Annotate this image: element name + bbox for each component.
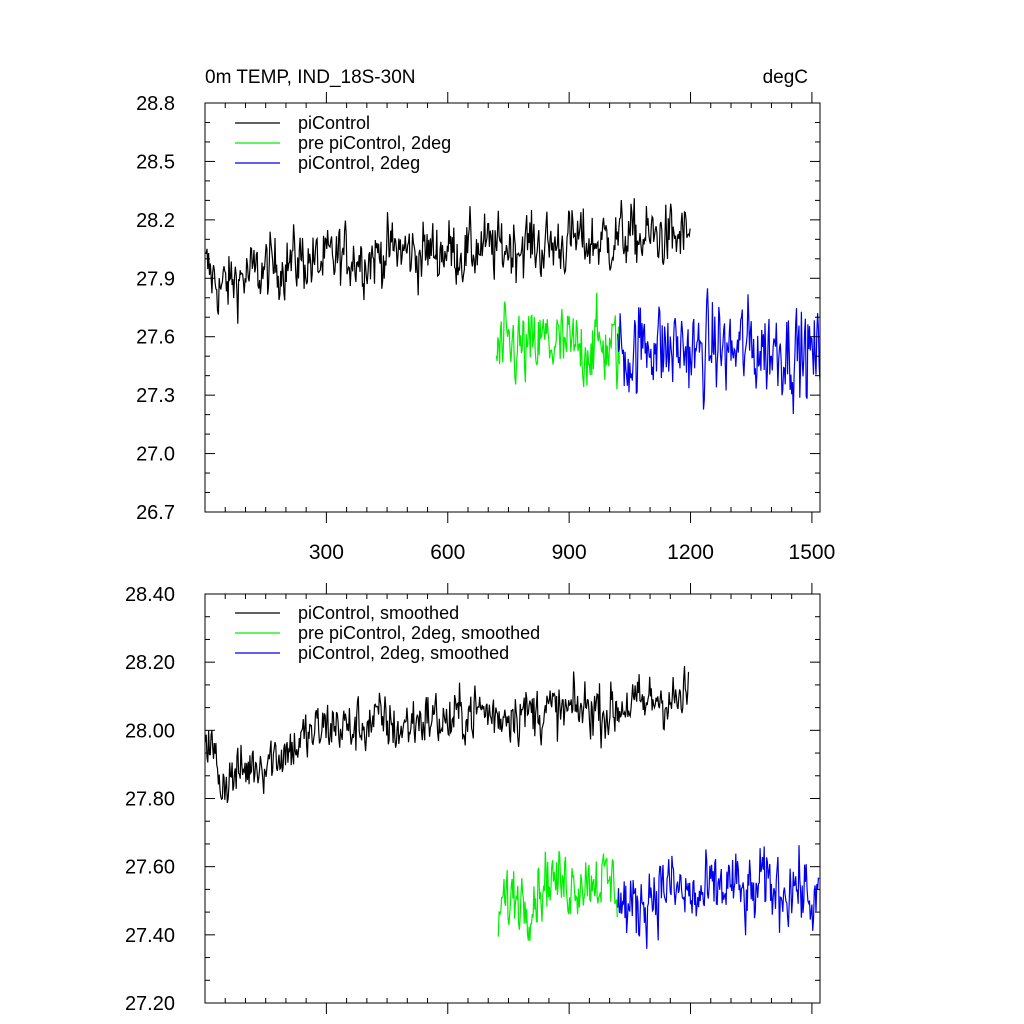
y-tick-label: 28.8	[136, 93, 175, 115]
series-line-2	[617, 845, 820, 949]
top-panel: 26.7 27.0 27.3 27.6 27.9 28.2 28.5 28.8 300 600 90…	[136, 67, 835, 564]
series-line-2	[617, 288, 820, 415]
plot-frame	[204, 102, 821, 513]
y-tick-label: 27.6	[136, 327, 175, 349]
y-tick-label: 28.00	[125, 720, 175, 742]
y-tick-label: 27.40	[125, 925, 175, 947]
y-tick-label: 27.0	[136, 444, 175, 466]
x-tick-label: 900	[552, 541, 587, 564]
y-tick-label: 27.20	[125, 993, 175, 1015]
chart-title: 0m TEMP, IND_18S-30N	[205, 67, 416, 88]
x-tick-label: 1200	[667, 541, 714, 564]
x-tick-label: 1500	[789, 541, 836, 564]
series-line-0	[205, 198, 691, 324]
x-tick-label: 300	[309, 541, 344, 564]
y-tick-label: 28.5	[136, 151, 175, 173]
y-tick-label: 27.60	[125, 857, 175, 879]
y-tick-label: 27.3	[136, 385, 175, 407]
legend-entry: pre piControl, 2deg, smoothed	[298, 623, 540, 643]
x-tick-label: 600	[430, 541, 465, 564]
y-tick-label: 27.9	[136, 268, 175, 290]
legend-entry: piControl	[298, 113, 370, 133]
legend-entry: pre piControl, 2deg	[298, 133, 451, 153]
series-line-0	[205, 666, 690, 804]
y-tick-label: 26.7	[136, 502, 175, 524]
units-label: degC	[763, 67, 808, 88]
bottom-panel: 27.20 27.40 27.60 27.80 28.00 28.20 28.40 piCon…	[125, 583, 821, 1015]
legend-entry: piControl, smoothed	[298, 603, 459, 623]
y-tick-label: 28.2	[136, 210, 175, 232]
y-tick-label: 28.20	[125, 652, 175, 674]
series-line-1	[497, 850, 618, 942]
y-tick-label: 27.80	[125, 789, 175, 811]
legend-entry: piControl, 2deg, smoothed	[298, 643, 509, 663]
series-line-1	[495, 292, 620, 390]
legend-entry: piControl, 2deg	[298, 153, 420, 173]
y-tick-label: 28.40	[125, 584, 175, 606]
